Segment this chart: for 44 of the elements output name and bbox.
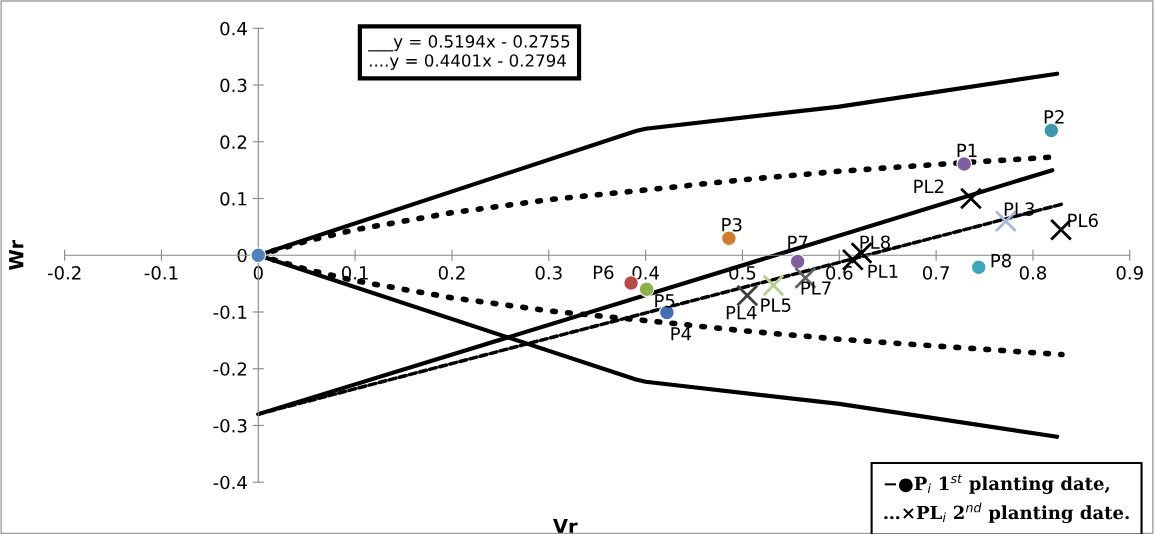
x-tick-label: 0.3: [535, 265, 562, 280]
point: [959, 187, 983, 210]
x-tick-label: 0: [253, 265, 263, 280]
data-label: P3: [722, 217, 742, 232]
text: −●P$_{i}$ 1$^{st}$ planting date, …×PL$_{i}$ 2$^{nd}$ planting date.: [884, 474, 1129, 524]
x-tick-label: -0.1: [144, 265, 178, 280]
data-label: P4: [671, 327, 692, 341]
y-tick-label: 0.1: [220, 191, 247, 206]
point: [956, 156, 973, 172]
data-label: PL4: [726, 305, 757, 320]
data-label: P2: [1044, 110, 1064, 124]
point: [638, 281, 655, 298]
data-label: PL8: [860, 235, 890, 250]
x-tick-label: 0.2: [438, 265, 465, 280]
point: [970, 259, 987, 276]
point: [736, 284, 759, 307]
y-tick-label: 0.4: [220, 21, 247, 36]
y-tick-label: -0.2: [213, 362, 247, 376]
x-tick-label: 0.9: [1116, 265, 1143, 280]
point: [789, 253, 806, 270]
data-label: PL7: [801, 281, 831, 295]
point: [250, 247, 267, 264]
y-tick-label: 0: [237, 248, 247, 263]
data-label: P1: [957, 143, 977, 157]
data-label: P6: [593, 265, 614, 280]
x-tick-label: 0.4: [632, 265, 659, 280]
data-label: P5: [655, 294, 675, 308]
x-tick-label: 0.8: [1019, 265, 1047, 280]
data-label: P8: [991, 253, 1011, 268]
annotation: ___y = 0.5194x - 0.2755 ....y = 0.4401x - 0.2794: [368, 35, 570, 71]
data-label: PL5: [761, 298, 791, 312]
y-tick-label: 0.2: [220, 135, 247, 149]
x-tick-label: -0.2: [47, 265, 81, 280]
y-tick-label: -0.3: [213, 418, 247, 433]
y-tick-label: -0.4: [213, 475, 247, 490]
x-tick-label: 0.6: [826, 265, 853, 280]
data-label: PL2: [914, 179, 944, 193]
y-tick-label: 0.3: [220, 78, 247, 93]
y-tick-label: -0.1: [213, 305, 247, 320]
data-label: PL1: [868, 264, 898, 278]
y-axis-title: Wr: [9, 239, 24, 271]
point: [762, 274, 785, 297]
x-axis-title: Vr: [553, 519, 578, 534]
x-tick-label: 0.7: [922, 265, 949, 280]
